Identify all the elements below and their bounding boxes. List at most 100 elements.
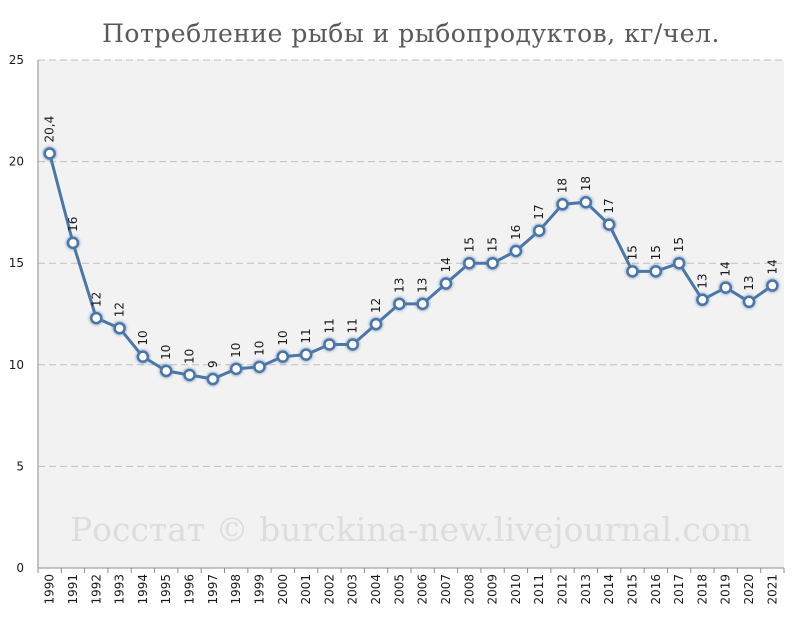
data-label-2001: 11 [299, 328, 313, 343]
data-label-2003: 11 [346, 318, 360, 333]
data-point-1997 [206, 372, 220, 386]
data-point-1993 [113, 321, 126, 335]
data-label-2006: 13 [416, 278, 430, 293]
data-point-1995 [159, 364, 173, 378]
data-point-2020 [742, 295, 756, 309]
x-tick-label: 1998 [229, 574, 243, 605]
data-point-2007 [439, 277, 453, 290]
data-point-2011 [532, 224, 546, 237]
x-tick-label: 1994 [136, 574, 150, 605]
data-point-2013 [579, 195, 593, 209]
data-label-2010: 16 [509, 225, 523, 240]
x-tick-label: 2003 [346, 574, 360, 605]
x-tick-label: 1996 [183, 574, 197, 605]
data-point-2017 [672, 256, 686, 270]
data-label-2013: 18 [579, 176, 593, 191]
data-label-2021: 14 [765, 259, 779, 274]
data-label-1996: 10 [183, 349, 197, 364]
watermark-text: Росстат © burckina-new.livejournal.com [70, 510, 752, 549]
data-point-2001 [299, 348, 313, 361]
x-tick-label: 2011 [532, 574, 546, 605]
data-label-2004: 12 [369, 298, 383, 313]
data-point-2004 [369, 317, 383, 331]
series-layer [43, 147, 779, 386]
data-label-1992: 12 [89, 292, 103, 307]
x-tick-label: 2017 [672, 574, 686, 605]
data-label-1994: 10 [136, 330, 150, 345]
x-tick-label: 2019 [719, 574, 733, 605]
data-label-1990: 20,4 [43, 116, 57, 143]
data-labels: 20,4 16 12 12 10 10 10 9 10 10 10 11 11 11 12 13 13 14 15 1… [43, 116, 780, 368]
data-point-2018 [696, 293, 709, 307]
x-tick-label: 1990 [43, 574, 57, 605]
data-point-2012 [556, 198, 569, 211]
data-point-1994 [136, 350, 150, 363]
data-label-2000: 10 [276, 330, 290, 345]
x-tick-label: 2013 [579, 574, 593, 605]
data-point-2019 [719, 281, 732, 294]
y-tick-label: 5 [16, 459, 24, 473]
data-point-1998 [229, 362, 243, 376]
x-tick-label: 2020 [742, 574, 756, 605]
data-label-2020: 13 [742, 276, 756, 291]
chart-title: Потребление рыбы и рыбопродуктов, кг/чел… [102, 19, 720, 48]
x-tick-label: 2008 [462, 574, 476, 605]
x-tick-label: 2001 [299, 574, 313, 605]
y-tick-label: 10 [9, 358, 24, 372]
data-point-1991 [66, 236, 80, 250]
data-label-1993: 12 [113, 302, 127, 317]
data-point-1996 [183, 368, 196, 382]
y-tick-label: 20 [9, 155, 24, 169]
data-label-2008: 15 [462, 237, 476, 252]
x-tick-label: 2005 [392, 574, 406, 605]
x-tick-label: 2009 [486, 574, 500, 605]
data-label-2014: 17 [602, 198, 616, 213]
x-tick-label: 2012 [556, 574, 570, 605]
data-point-1992 [90, 311, 103, 325]
x-tick-label: 2021 [765, 574, 779, 605]
data-label-2016: 15 [649, 245, 663, 260]
gridlines [38, 59, 784, 467]
x-tick-label: 1995 [159, 574, 173, 605]
x-tick-label: 2007 [439, 574, 453, 605]
data-label-2011: 17 [532, 204, 546, 219]
x-tick-label: 2016 [649, 574, 663, 605]
data-point-2014 [602, 218, 616, 231]
x-tick-label: 2006 [416, 574, 430, 605]
data-label-2009: 15 [486, 237, 500, 252]
axes: 0 5 10 15 20 25 1990 1991 1992 1993 1994 1995 1996 19… [9, 53, 785, 605]
x-tick-label: 2014 [602, 574, 616, 605]
data-point-2021 [766, 279, 779, 292]
data-point-2009 [486, 256, 499, 270]
data-label-2017: 15 [672, 237, 686, 252]
data-label-2002: 11 [322, 318, 336, 333]
data-point-1990 [43, 147, 56, 160]
data-label-1991: 16 [66, 217, 80, 232]
data-label-2012: 18 [556, 178, 570, 193]
data-label-2018: 13 [695, 273, 709, 288]
data-label-2015: 15 [625, 245, 639, 260]
x-tick-label: 2018 [695, 574, 709, 605]
data-label-1997: 9 [206, 360, 220, 368]
data-point-1999 [253, 360, 266, 374]
data-point-2000 [276, 350, 290, 363]
data-label-2019: 14 [719, 261, 733, 276]
data-point-2005 [393, 297, 406, 311]
plot-area [38, 60, 784, 568]
x-tick-label: 1993 [113, 574, 127, 605]
y-tick-label: 0 [16, 561, 24, 575]
x-tick-label: 1997 [206, 574, 220, 605]
x-tick-label: 2010 [509, 574, 523, 605]
x-tick-label: 2002 [322, 574, 336, 605]
x-tick-label: 1991 [66, 574, 80, 605]
x-tick-label: 2000 [276, 574, 290, 605]
y-tick-label: 25 [9, 53, 24, 67]
data-point-2010 [509, 244, 523, 258]
data-point-2002 [323, 338, 336, 351]
x-tick-label: 1992 [89, 574, 103, 605]
data-point-2015 [626, 265, 639, 278]
data-point-2006 [416, 297, 429, 311]
data-point-2008 [463, 256, 476, 270]
x-tick-label: 2004 [369, 574, 383, 605]
